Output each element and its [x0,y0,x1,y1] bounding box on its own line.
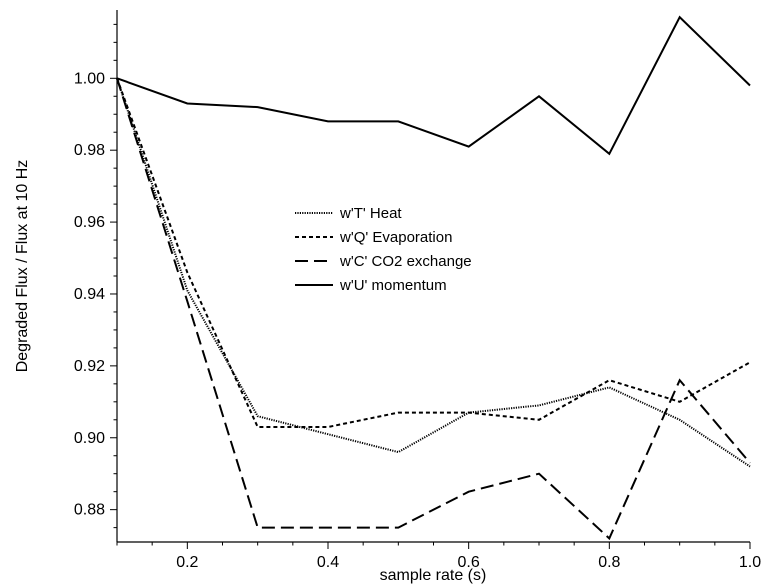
y-axis-title: Degraded Flux / Flux at 10 Hz [14,160,31,373]
x-tick-label: 0.8 [598,554,620,571]
legend-label: w'U' momentum [339,277,447,294]
series-line-w-c-co2-exchange [116,77,751,541]
y-tick-label: 0.88 [74,502,105,519]
y-tick-label: 0.96 [74,214,105,231]
series-line-w-t-heat [116,77,751,468]
y-tick-label: 0.94 [74,286,105,303]
plot-area [116,15,751,541]
axes: 0.88 0.90 0.92 0.94 0.96 0.98 1.00 0.2 0.4 0.6 0.8… [74,10,761,571]
x-tick-label: 0.2 [176,554,198,571]
y-tick-label: 0.90 [74,430,105,447]
x-tick-label: 0.6 [458,554,480,571]
y-tick-label: 0.92 [74,358,105,375]
x-tick-label: 1.0 [739,554,761,571]
x-tick-label: 0.4 [317,554,339,571]
legend-label: w'C' CO2 exchange [339,253,472,270]
y-tick-label: 1.00 [74,70,105,87]
x-axis-title: sample rate (s) [380,567,487,584]
legend-label: w'Q' Evaporation [339,229,452,246]
series-line-w-u-momentum [116,15,751,156]
legend: w'T' Heat w'Q' Evaporation w'C' CO2 exchan… [295,205,472,294]
y-tick-label: 0.98 [74,142,105,159]
series-line-w-q-evaporation [116,77,751,428]
legend-label: w'T' Heat [339,205,402,222]
